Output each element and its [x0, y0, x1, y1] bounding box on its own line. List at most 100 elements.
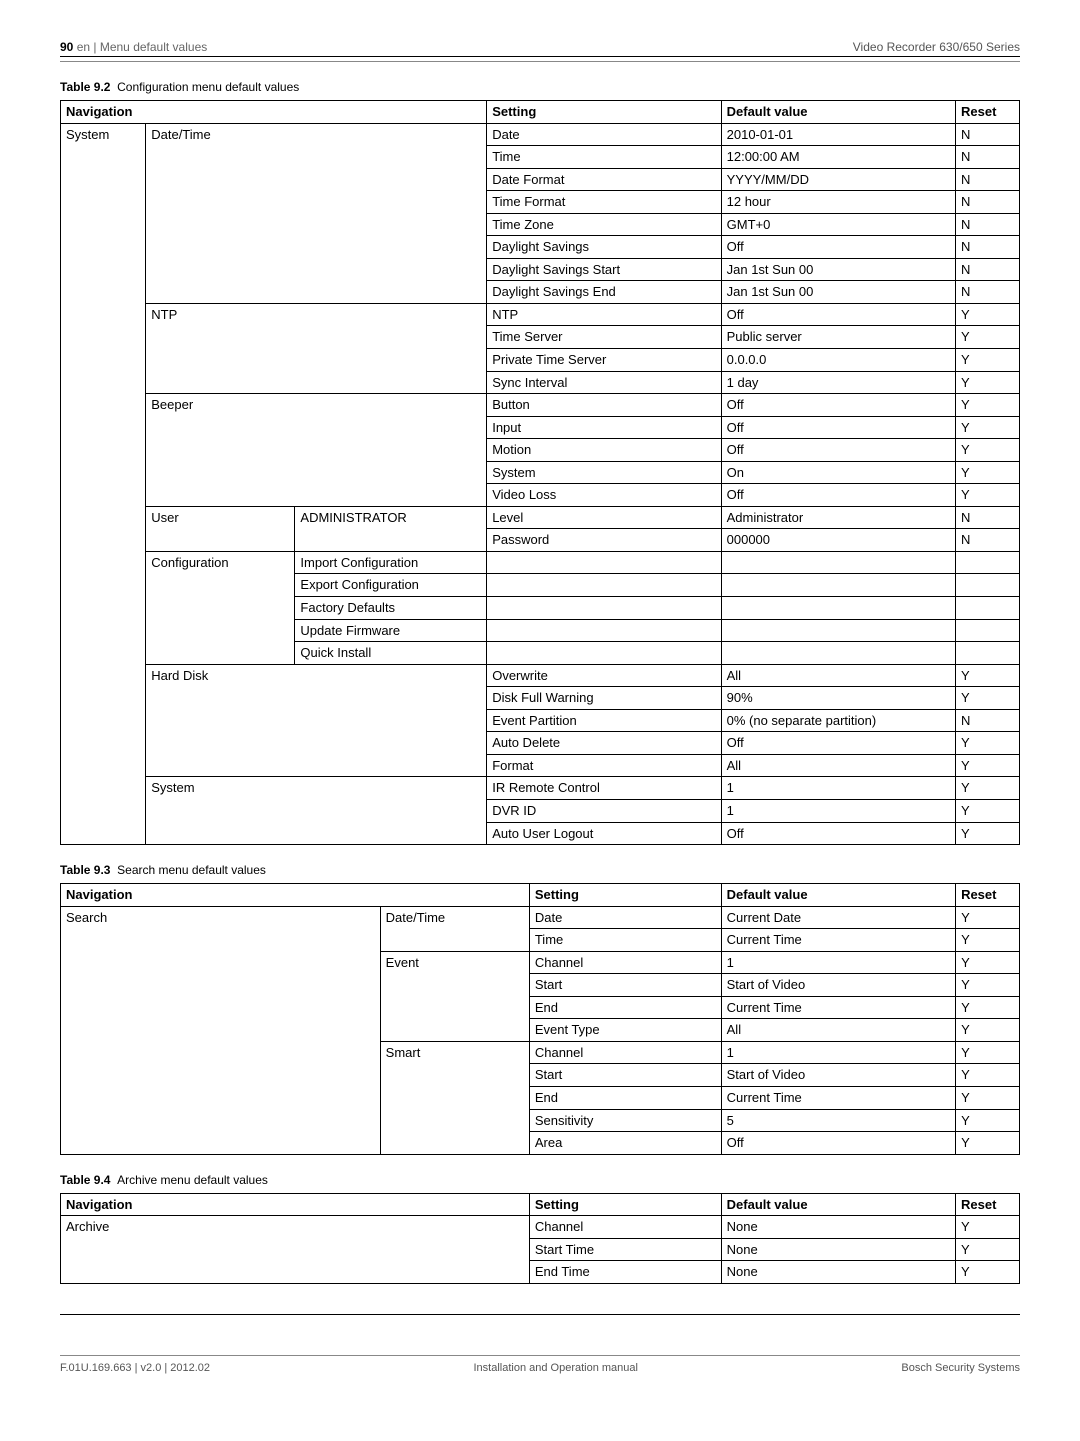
cell-default: 1 day — [721, 371, 955, 394]
section-label: en | Menu default values — [77, 40, 208, 54]
nav-root: Search — [61, 906, 381, 1154]
cell-setting: Button — [487, 394, 721, 417]
table-92: Navigation Setting Default value Reset S… — [60, 100, 1020, 845]
cell-default: Public server — [721, 326, 955, 349]
cell-default — [721, 551, 955, 574]
cell-default: Off — [721, 1132, 955, 1155]
cell-setting: Level — [487, 506, 721, 529]
cell-default: On — [721, 461, 955, 484]
cell-default — [721, 574, 955, 597]
table-92-caption: Table 9.2 Configuration menu default val… — [60, 80, 1020, 94]
cell-setting: Time Server — [487, 326, 721, 349]
cell-setting — [487, 619, 721, 642]
table-93-caption: Table 9.3 Search menu default values — [60, 863, 1020, 877]
cell-setting: Date — [529, 906, 721, 929]
cell-default: Administrator — [721, 506, 955, 529]
cell-reset — [956, 597, 1020, 620]
cell-default: Current Time — [721, 996, 955, 1019]
cell-default: All — [721, 1019, 955, 1042]
cell-default: 2010-01-01 — [721, 123, 955, 146]
cell-reset: Y — [956, 906, 1020, 929]
cell-setting — [487, 642, 721, 665]
cell-setting — [487, 597, 721, 620]
nav-sub2: Update Firmware — [295, 619, 487, 642]
cell-reset: Y — [956, 1216, 1020, 1239]
cell-setting: Time Zone — [487, 213, 721, 236]
th-reset: Reset — [956, 1193, 1020, 1216]
cell-setting: Date — [487, 123, 721, 146]
cell-reset: Y — [956, 822, 1020, 845]
table-row: BeeperButtonOffY — [61, 394, 1020, 417]
cell-reset: Y — [956, 777, 1020, 800]
cell-default: Start of Video — [721, 1064, 955, 1087]
cell-reset: N — [956, 123, 1020, 146]
cell-setting: Channel — [529, 951, 721, 974]
cell-default: Off — [721, 822, 955, 845]
cell-setting: Password — [487, 529, 721, 552]
cell-setting: Start Time — [529, 1238, 721, 1261]
cell-reset: Y — [956, 1086, 1020, 1109]
cell-setting: Format — [487, 754, 721, 777]
cell-default: GMT+0 — [721, 213, 955, 236]
table-row: SystemIR Remote Control1Y — [61, 777, 1020, 800]
cell-default: Current Time — [721, 1086, 955, 1109]
cell-reset — [956, 619, 1020, 642]
cell-default: Off — [721, 439, 955, 462]
cell-reset: Y — [956, 799, 1020, 822]
cell-default: 0.0.0.0 — [721, 349, 955, 372]
th-navigation: Navigation — [61, 1193, 530, 1216]
cell-default: 1 — [721, 1041, 955, 1064]
cell-reset: N — [956, 191, 1020, 214]
cell-default — [721, 642, 955, 665]
cell-default: 1 — [721, 777, 955, 800]
cell-reset: Y — [956, 974, 1020, 997]
cell-default: Jan 1st Sun 00 — [721, 281, 955, 304]
cell-setting: Sensitivity — [529, 1109, 721, 1132]
cell-setting: Start — [529, 974, 721, 997]
nav-sub2: Factory Defaults — [295, 597, 487, 620]
cell-reset: Y — [956, 303, 1020, 326]
cell-setting: Event Type — [529, 1019, 721, 1042]
th-default: Default value — [721, 101, 955, 124]
table-94: Navigation Setting Default value Reset A… — [60, 1193, 1020, 1284]
nav-root: Archive — [61, 1216, 530, 1284]
th-navigation: Navigation — [61, 101, 487, 124]
th-default: Default value — [721, 1193, 955, 1216]
cell-setting: Auto User Logout — [487, 822, 721, 845]
company-name: Bosch Security Systems — [901, 1362, 1020, 1374]
cell-reset: N — [956, 236, 1020, 259]
cell-default: 1 — [721, 951, 955, 974]
table-93: Navigation Setting Default value Reset S… — [60, 883, 1020, 1155]
cell-setting: End — [529, 996, 721, 1019]
cell-default: Off — [721, 236, 955, 259]
cell-default: 12:00:00 AM — [721, 146, 955, 169]
nav-sub: User — [146, 506, 295, 551]
cell-default: None — [721, 1261, 955, 1284]
nav-sub2: Import Configuration — [295, 551, 487, 574]
cell-default — [721, 619, 955, 642]
cell-reset — [956, 642, 1020, 665]
cell-setting: Time Format — [487, 191, 721, 214]
page-number: 90 — [60, 40, 73, 54]
cell-default: 5 — [721, 1109, 955, 1132]
nav-root: System — [61, 123, 146, 845]
cell-reset: Y — [956, 326, 1020, 349]
cell-setting: Video Loss — [487, 484, 721, 507]
cell-reset — [956, 574, 1020, 597]
cell-default: Off — [721, 484, 955, 507]
cell-setting: Overwrite — [487, 664, 721, 687]
cell-setting: Auto Delete — [487, 732, 721, 755]
cell-setting: Disk Full Warning — [487, 687, 721, 710]
cell-setting: Time — [529, 929, 721, 952]
nav-sub: NTP — [146, 303, 487, 393]
cell-default: 000000 — [721, 529, 955, 552]
cell-reset: Y — [956, 1109, 1020, 1132]
th-navigation: Navigation — [61, 884, 530, 907]
cell-default: Current Time — [721, 929, 955, 952]
cell-setting: NTP — [487, 303, 721, 326]
cell-setting: Date Format — [487, 168, 721, 191]
cell-default: 12 hour — [721, 191, 955, 214]
cell-reset: Y — [956, 1238, 1020, 1261]
nav-sub: Date/Time — [380, 906, 529, 951]
cell-default: Off — [721, 416, 955, 439]
